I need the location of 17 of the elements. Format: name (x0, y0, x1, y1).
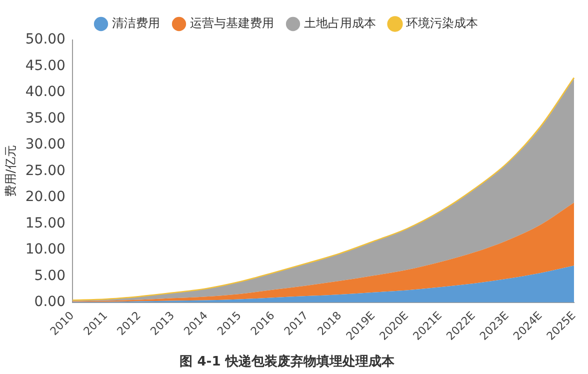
legend-label: 土地占用成本 (304, 16, 376, 30)
y-tick-label: 30.00 (25, 136, 66, 153)
text: 图 4-1 快递包装废弃物填埋处理成本 (180, 354, 396, 370)
y-tick-label: 25.00 (25, 162, 66, 179)
y-tick-label: 45.00 (25, 58, 66, 74)
y-tick-label: 20.00 (25, 189, 66, 206)
y-tick-label: 35.00 (25, 110, 66, 126)
legend-label: 清洁费用 (112, 16, 160, 30)
y-tick-label: 10.00 (25, 242, 66, 258)
y-tick-label: 5.00 (34, 268, 66, 284)
y-tick-label: 0.00 (34, 294, 66, 310)
y-tick-label: 15.00 (25, 215, 66, 232)
y-axis-title: 费用/亿元 (3, 145, 18, 198)
y-tick-label: 40.00 (25, 84, 66, 100)
y-tick-label: 50.00 (25, 32, 66, 48)
legend-label: 环境污染成本 (406, 16, 478, 30)
legend-label: 运营与基建费用 (190, 16, 274, 30)
